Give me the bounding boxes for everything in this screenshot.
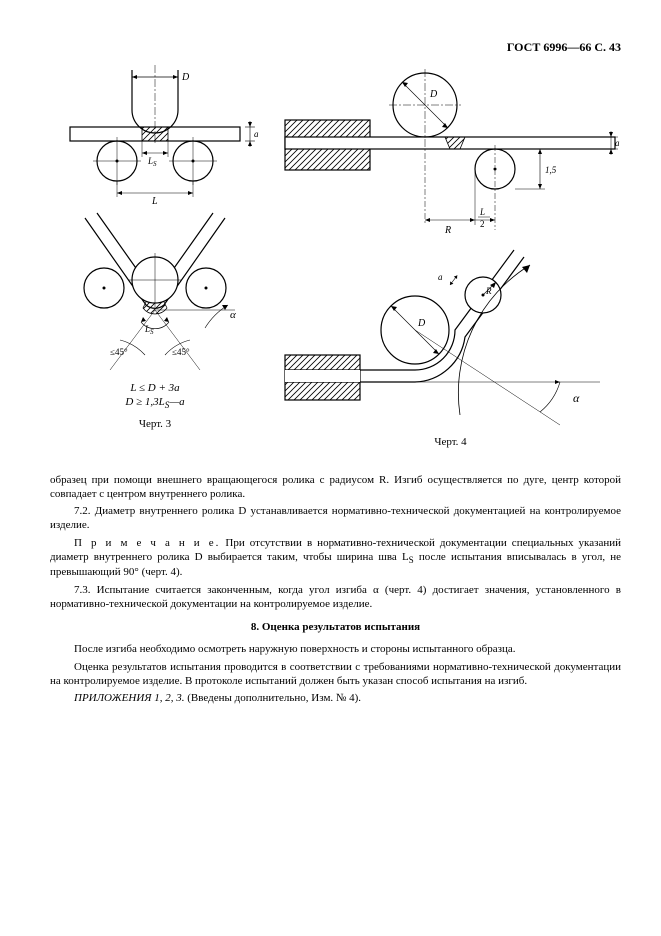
fig3-label-l: L [151,196,158,207]
fig4-15: 1,5 [545,165,557,175]
fig3-angle-left: ≤45° [110,347,128,357]
fig3-formulas: L ≤ D + 3a D ≥ 1,3LS—a [50,381,260,412]
fig3-angle-right: ≤45° [172,347,190,357]
fig4-l2t: L [479,207,485,217]
appendix-pre: ПРИЛОЖЕНИЯ 1, 2, 3. [74,692,185,704]
para-note: П р и м е ч а н и е. При отсутствии в но… [50,537,621,580]
page: ГОСТ 6996—66 С. 43 D [0,0,661,936]
appendix-post: (Введены дополнительно, Изм. № 4). [185,692,362,704]
para-3: 7.3. Испытание считается законченным, ко… [50,584,621,612]
para-5: Оценка результатов испытания проводится … [50,661,621,689]
fig4-a: a [615,138,620,148]
fig4-d: D [429,89,438,100]
para-1: образец при помощи внешнего вращающегося… [50,474,621,502]
para-4: После изгиба необходимо осмотреть наружн… [50,643,621,657]
page-header: ГОСТ 6996—66 С. 43 [50,40,621,55]
note-label: П р и м е ч а н и е. [74,537,220,549]
figure-4-top: D a 1,5 R [280,65,620,240]
fig3-alpha: α [230,309,236,321]
fig4-caption: Черт. 4 [280,436,621,450]
fig3-label-d: D [181,72,190,83]
fig4b-alpha: α [573,391,580,405]
fig3-label-a: a [254,129,259,139]
figure-3-top: D a [50,65,260,210]
fig4b-a: a [438,272,443,282]
body-text: образец при помощи внешнего вращающегося… [50,474,621,706]
section-8-title: 8. Оценка результатов испытания [50,621,621,635]
figure-3-column: D a [50,65,260,456]
fig4-r: R [444,225,451,236]
fig4-l2b: 2 [480,219,485,229]
figure-4-bottom: D R a α [280,240,620,430]
figure-4-column: D a 1,5 R [280,65,621,456]
fig4b-r: R [485,286,492,296]
fig4b-d: D [417,318,426,329]
fig3-formula2b: —a [169,396,184,408]
para-appendix: ПРИЛОЖЕНИЯ 1, 2, 3. (Введены дополнитель… [50,692,621,706]
fig3b-lss: S [150,328,154,336]
fig3-formula1: L ≤ D + 3a [130,382,179,394]
fig3-formula2a: D ≥ 1,3L [125,396,164,408]
para-2: 7.2. Диаметр внутреннего ролика D устана… [50,505,621,533]
figures-row: D a [50,65,621,456]
fig3-label-ls1s: S [153,160,157,168]
fig3-caption: Черт. 3 [50,418,260,432]
figure-3-bottom: L S ≤45° ≤45° α [50,210,260,375]
